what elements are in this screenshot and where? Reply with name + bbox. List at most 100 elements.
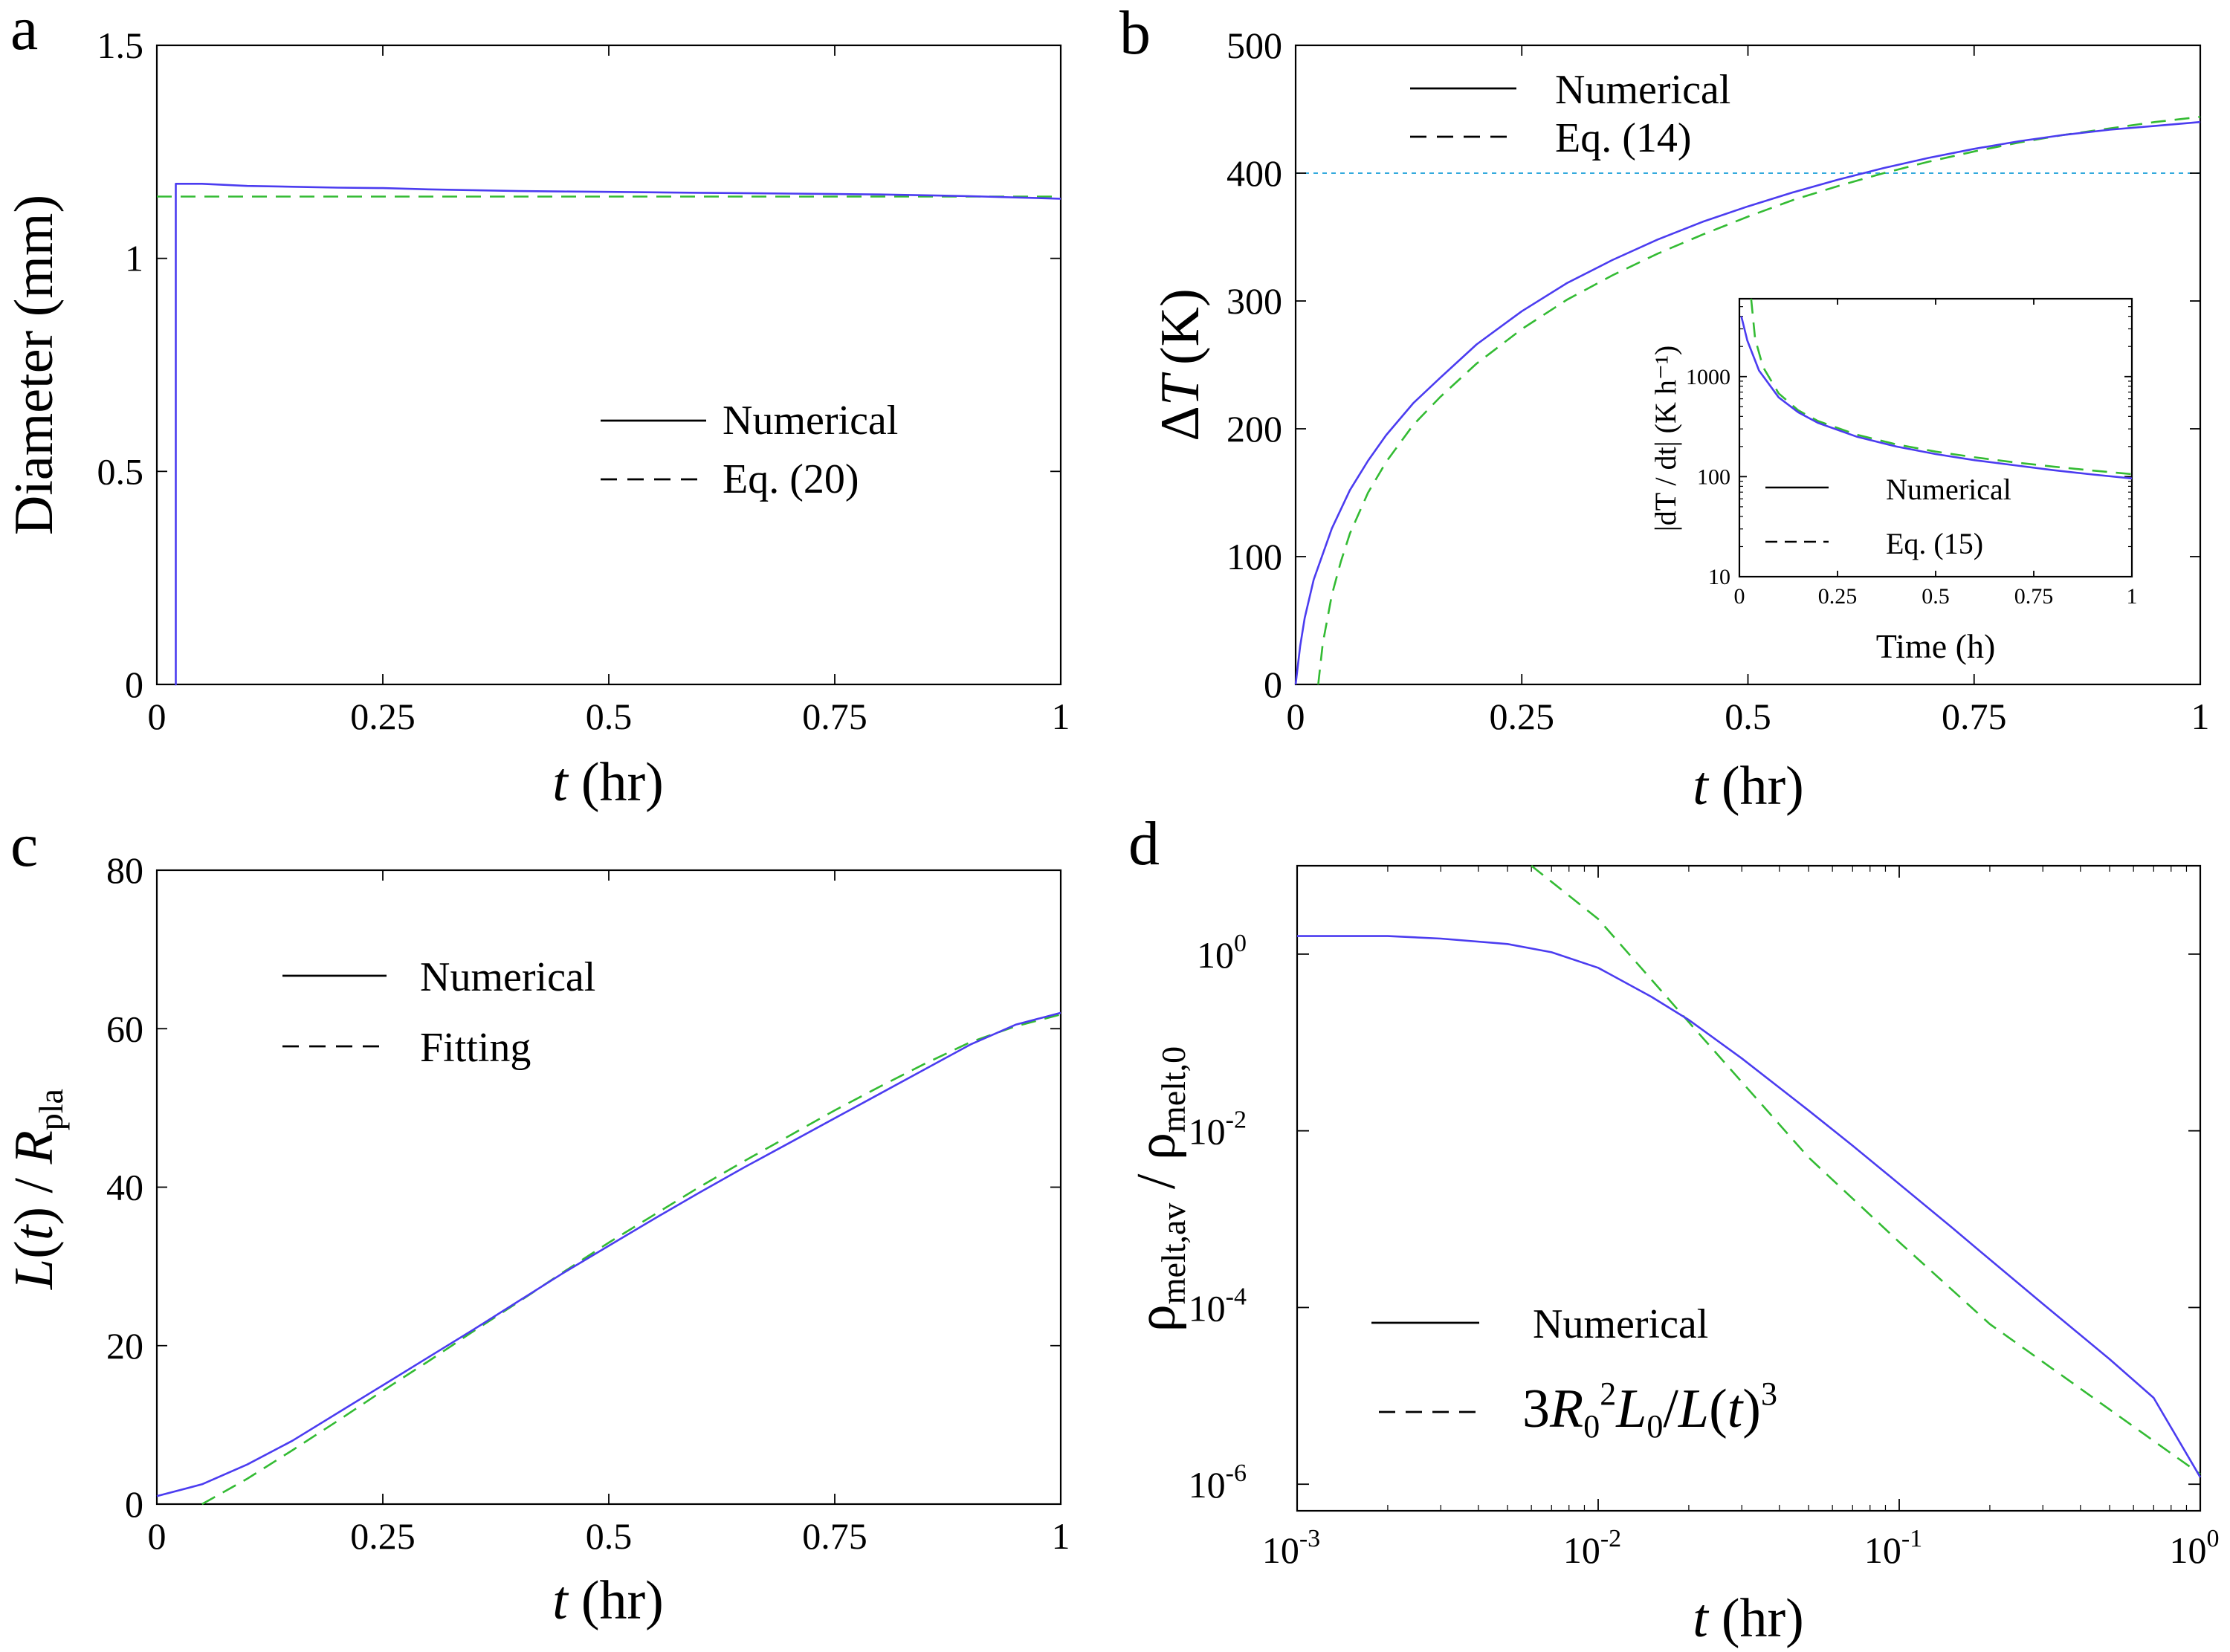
panel-b-y-axis-delta: Δ [1150, 406, 1211, 441]
panel-b-y-tick-label: 200 [1226, 408, 1282, 450]
panel-c-legend-fitting-label: Fitting [420, 1025, 531, 1071]
panel-c-x-tick-label: 1 [1052, 1515, 1070, 1557]
panel-a-x-tick-label: 1 [1052, 696, 1070, 737]
panel-b-inset-y-axis-label: |dT / dt| (K h⁻¹) [1649, 346, 1682, 532]
panel-a-x-tick-label: 0.75 [802, 696, 867, 737]
panel-d: d 10-3 10-2 10-1 100 10-6 10-4 10-2 100 Numeric… [1126, 809, 2220, 1649]
legend-fit-coef: 3 [1522, 1379, 1550, 1439]
panel-c-series [156, 1011, 1061, 1506]
panel-c-x-tick-label: 0.25 [350, 1515, 416, 1557]
panel-b-x-axis-label: t (hr) [1693, 756, 1804, 817]
panel-d-ticks: 10-3 10-2 10-1 100 10-6 10-4 10-2 100 [1189, 866, 2220, 1571]
panel-c-x-axis-unit: (hr) [581, 1570, 664, 1631]
panel-a-x-tick-label: 0.25 [350, 696, 416, 737]
panel-c-y-axis-close: ) / [4, 1164, 65, 1225]
panel-d-legend: Numerical 3R02L0/L(t)3 [1371, 1301, 1777, 1445]
panel-d-x-tick-label: 10-2 [1563, 1525, 1621, 1571]
panel-a-y-tick-label: 1.5 [97, 25, 144, 66]
panel-b-y-axis-unit: (K) [1150, 288, 1211, 365]
panel-c-y-tick-label: 40 [106, 1167, 143, 1208]
panel-c-y-tick-label: 60 [106, 1008, 143, 1049]
panel-b-inset-series-fit [1750, 298, 2133, 476]
panel-a-ticks: 0 0.25 0.5 0.75 1 0 0.5 1 1.5 [97, 25, 1070, 737]
panel-b-x-tick-label: 0.25 [1490, 696, 1555, 737]
panel-b-inset-x-tick-label: 0 [1734, 584, 1745, 609]
panel-d-legend-numerical-label: Numerical [1533, 1301, 1708, 1347]
panel-a-series [157, 183, 1061, 686]
panel-b-inset-series [1740, 298, 2133, 480]
panel-b-x-axis-unit: (hr) [1722, 756, 1804, 817]
legend-fit-close: ) [1742, 1379, 1761, 1439]
panel-c-y-tick-label: 0 [125, 1483, 143, 1525]
legend-fit-R: R [1549, 1379, 1583, 1439]
legend-fit-L-sub: 0 [1646, 1408, 1663, 1445]
panel-b-inset-series-numerical [1740, 316, 2133, 480]
panel-c-plot-frame [155, 869, 1062, 1506]
panel-b-inset-y-tick-label: 100 [1697, 464, 1730, 489]
panel-b-legend-eq14-label: Eq. (14) [1555, 115, 1692, 161]
panel-d-y-tick-label: 10-4 [1189, 1283, 1247, 1329]
panel-b-x-tick-label: 1 [2191, 696, 2210, 737]
panel-a: a 0 0.25 0.5 0.75 1 0 0.5 1 1.5 Numerical Eq. (2… [4, 0, 1070, 813]
panel-a-x-axis-label: t (hr) [552, 752, 664, 813]
panel-b-series-numerical [1294, 120, 2201, 685]
panel-c-letter: c [10, 811, 38, 880]
legend-fit-sup: 3 [1761, 1376, 1777, 1412]
panel-c-x-axis-label: t (hr) [552, 1570, 664, 1631]
panel-d-series-fit [1531, 864, 2201, 1475]
panel-b-inset-x-tick-label: 0.5 [1922, 584, 1950, 609]
panel-b-legend-numerical-label: Numerical [1555, 67, 1730, 113]
panel-a-y-tick-label: 0 [125, 664, 143, 705]
panel-b-x-axis-var: t [1693, 756, 1710, 817]
panel-c-x-axis-var: t [552, 1570, 569, 1631]
legend-fit-t: t [1728, 1379, 1745, 1439]
panel-d-series [1297, 864, 2202, 1478]
panel-c-legend-numerical-label: Numerical [420, 954, 595, 1000]
panel-b-y-tick-label: 100 [1226, 536, 1282, 577]
panel-a-series-numerical [175, 183, 1061, 686]
panel-c-y-axis-t: t [4, 1223, 65, 1240]
panel-d-series-numerical [1297, 935, 2202, 1478]
panel-a-y-axis-label: Diameter (mm) [4, 195, 65, 535]
panel-d-y-axis-mid: / ρ [1126, 1133, 1187, 1203]
panel-c-y-axis-L: L [4, 1259, 65, 1290]
panel-b-inset-legend-numerical-label: Numerical [1886, 473, 2011, 506]
panel-c-x-tick-label: 0.5 [586, 1515, 633, 1557]
legend-fit-R-sub: 0 [1583, 1408, 1600, 1445]
panel-d-y-tick-label: 10-6 [1189, 1460, 1247, 1506]
panel-d-x-tick-label: 10-3 [1262, 1525, 1320, 1571]
panel-b-inset-x-axis-label: Time (h) [1876, 627, 1996, 665]
panel-c-x-tick-label: 0.75 [802, 1515, 867, 1557]
panel-b-series [1294, 116, 2201, 685]
panel-a-y-tick-label: 0.5 [97, 450, 144, 492]
panel-c-series-numerical [156, 1011, 1061, 1497]
panel-d-x-tick-label: 10-1 [1864, 1525, 1922, 1571]
panel-b-inset-background [1739, 299, 2132, 577]
panel-a-plot-frame [155, 44, 1062, 686]
panel-d-x-tick-label: 100 [2170, 1525, 2220, 1571]
panel-b-inset-legend: Numerical Eq. (15) [1765, 473, 2011, 560]
panel-b-inset-y-tick-label: 1000 [1686, 365, 1730, 389]
legend-fit-L: L [1615, 1379, 1646, 1439]
legend-fit-open: ( [1709, 1379, 1728, 1439]
panel-d-x-axis-label: t (hr) [1693, 1588, 1804, 1649]
panel-d-x-axis-var: t [1693, 1588, 1710, 1649]
panel-c-y-axis-open: ( [4, 1240, 65, 1259]
panel-c: c 0 0.25 0.5 0.75 1 0 20 40 60 80 Numerical Fitti… [4, 811, 1070, 1631]
panel-b-y-tick-label: 0 [1264, 664, 1282, 705]
panel-c-series-fit [201, 1013, 1061, 1506]
panel-a-legend-numerical-label: Numerical [723, 398, 898, 444]
panel-d-y-axis-sub1: melt,av [1154, 1203, 1192, 1305]
panel-c-legend: Numerical Fitting [282, 954, 595, 1071]
panel-a-legend: Numerical Eq. (20) [601, 398, 898, 502]
panel-b-y-axis-label: ΔT (K) [1150, 288, 1211, 441]
panel-c-y-tick-label: 80 [106, 849, 143, 891]
panel-a-letter: a [10, 0, 38, 63]
panel-c-y-tick-label: 20 [106, 1325, 143, 1367]
panel-a-x-axis-unit: (hr) [581, 752, 664, 813]
panel-b-inset-x-tick-label: 1 [2127, 584, 2138, 609]
panel-b-legend: Numerical Eq. (14) [1410, 67, 1730, 161]
panel-a-legend-eq20-label: Eq. (20) [723, 456, 859, 502]
